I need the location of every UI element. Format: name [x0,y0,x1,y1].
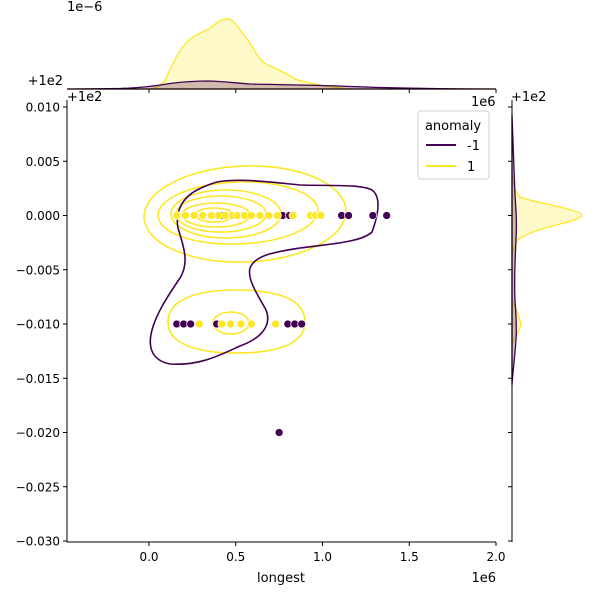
top-marginal-kde-minus1 [66,80,497,90]
y-tick-label: −0.025 [16,480,60,494]
scatter-point-minus1 [186,319,195,329]
y-tick-label: 0.000 [26,209,60,223]
y-tick-label: 0.010 [26,101,60,115]
legend-label-minus1: -1 [467,139,480,154]
scatter-point-1 [247,319,256,329]
right-marginal-kde-1 [511,174,583,346]
top-marginal-offset-label: +1e2 [28,74,63,89]
y-tick-label: −0.010 [16,318,60,332]
top-marginal-scale-label: 1e−6 [67,0,102,15]
x-tick-label: 1.5 [400,550,419,564]
scatter-point-minus1 [297,319,307,329]
x-tick-label: 0.0 [139,550,158,564]
top-marginal-kde-1 [67,18,496,90]
y-offset-label: +1e2 [67,90,102,105]
main-axes: +1e2 0.0 0.5 1.0 1.5 2.0 0.010 0.005 0.000 −0.0… [16,90,506,586]
right-marginal-scale-label: 1e6 [471,95,496,110]
top-marginal: 1e−6 +1e2 [28,0,497,93]
y-tick-label: −0.030 [16,535,60,549]
scatter-point-1 [198,211,208,220]
kde-contour-1 [157,181,319,245]
scatter-point-1 [181,211,190,220]
right-marginal-offset-label: +1e2 [511,90,546,105]
scatter-point-1 [236,319,246,329]
scatter-point-1 [316,211,326,220]
scatter-point-1 [271,319,281,329]
y-tick-label: 0.005 [26,155,60,169]
x-tick-label: 2.0 [486,550,505,564]
scatter-point-minus1 [368,211,378,220]
scatter-point-1 [247,211,256,220]
scatter-point-1 [264,211,274,220]
kde-contour-minus1 [149,179,379,366]
legend: anomaly -1 1 [417,110,490,180]
scatter-point-minus1 [274,428,284,437]
x-offset-label: 1e6 [471,571,496,586]
y-tick-label: −0.015 [16,372,60,386]
legend-title: anomaly [425,119,481,134]
x-axis-label: longest [257,571,305,586]
scatter-point-1 [189,211,199,220]
scatter-point-1 [255,211,265,220]
scatter-point-1 [217,319,227,329]
right-marginal-kde-minus1 [511,114,518,386]
scatter-point-1 [288,211,298,220]
scatter-point-minus1 [344,211,353,220]
scatter-point-minus1 [382,211,392,220]
y-tick-label: −0.005 [16,263,60,277]
scatter-point-1 [273,211,282,220]
kde-contour-1 [143,165,347,263]
scatter-point-1 [172,211,182,220]
y-tick-label: −0.020 [16,426,60,440]
scatter-point-1 [226,319,235,329]
right-marginal: 1e6 +1e2 [471,90,583,542]
scatter-point-1 [194,319,204,329]
legend-label-1: 1 [467,160,475,175]
x-tick-label: 0.5 [226,550,245,564]
x-tick-label: 1.0 [313,550,332,564]
